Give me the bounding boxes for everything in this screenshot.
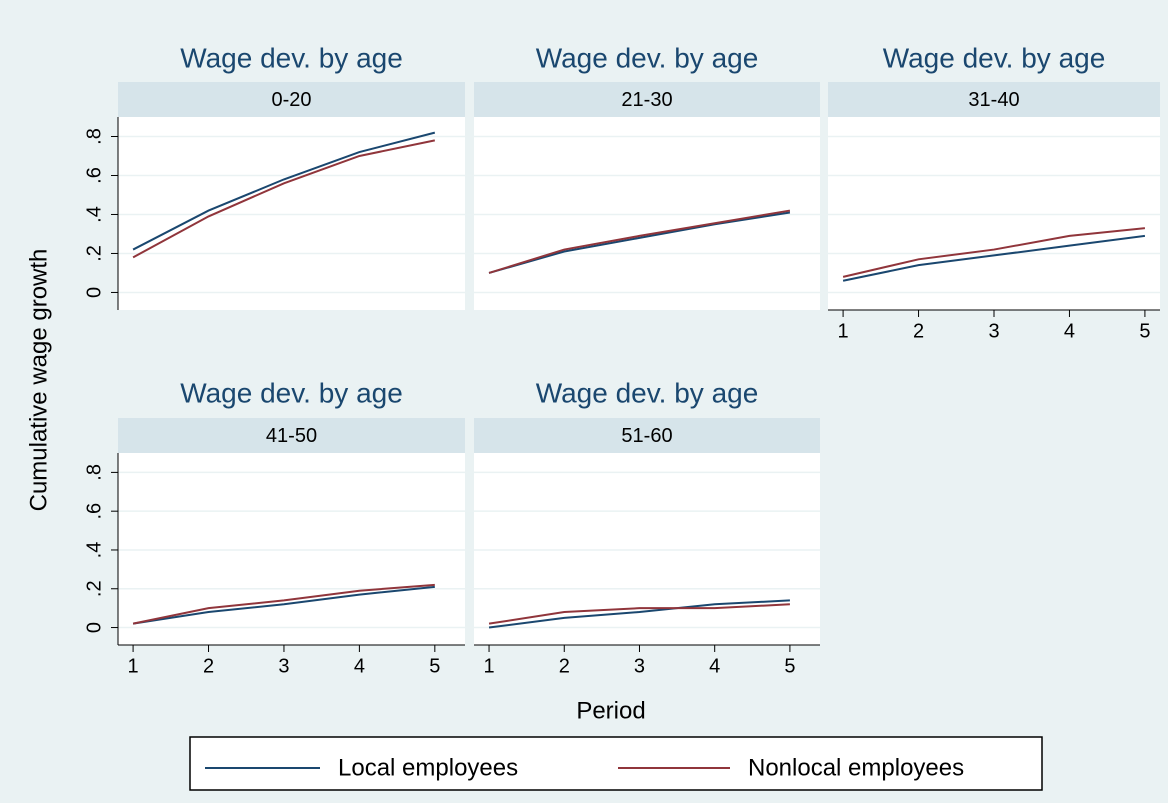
x-tick-label: 5: [1139, 320, 1150, 342]
y-tick-label: .2: [83, 580, 105, 597]
series-line: [488, 603, 790, 625]
x-tick-label: 2: [559, 655, 570, 677]
plot-area: [118, 453, 465, 645]
series-line: [132, 585, 435, 625]
y-tick-label: .4: [83, 206, 105, 223]
plot-area: [118, 117, 465, 310]
plot-area: [828, 117, 1160, 310]
x-tick-label: 5: [784, 655, 795, 677]
plot-area: [474, 117, 820, 310]
x-tick-label: 1: [483, 655, 494, 677]
x-tick-label: 2: [913, 320, 924, 342]
x-tick-label: 5: [429, 655, 440, 677]
y-tick-label: .4: [83, 542, 105, 559]
x-tick-label: 3: [278, 655, 289, 677]
panel-subtitle: 41-50: [266, 425, 317, 447]
x-tick-label: 2: [203, 655, 214, 677]
legend-label: Nonlocal employees: [748, 754, 964, 781]
x-axis-label: Period: [576, 697, 645, 724]
panel-strip: [474, 82, 820, 117]
panel-subtitle: 0-20: [271, 89, 311, 111]
x-tick-label: 4: [354, 655, 365, 677]
panel-strip: [828, 82, 1160, 117]
series-line: [842, 234, 1146, 282]
panel-strip: [118, 418, 465, 453]
panel-subtitle: 21-30: [621, 89, 672, 111]
panel-title: Wage dev. by age: [180, 42, 403, 73]
y-tick-label: .2: [83, 245, 105, 262]
x-tick-label: 3: [988, 320, 999, 342]
series-line: [132, 583, 435, 625]
legend-label: Local employees: [338, 754, 518, 781]
y-tick-label: .8: [83, 128, 105, 145]
panel-strip: [118, 82, 465, 117]
panel-subtitle: 51-60: [621, 425, 672, 447]
series-line: [488, 209, 791, 274]
panel-title: Wage dev. by age: [536, 377, 759, 408]
x-tick-label: 1: [838, 320, 849, 342]
x-tick-label: 4: [1064, 320, 1075, 342]
y-axis-label: Cumulative wage growth: [25, 249, 52, 512]
y-tick-label: 0: [83, 287, 105, 298]
series-line: [132, 139, 436, 259]
legend: [189, 736, 1043, 791]
panel-title: Wage dev. by age: [180, 377, 403, 408]
y-tick-label: 0: [83, 622, 105, 633]
y-tick-label: .6: [83, 503, 105, 520]
y-tick-label: .8: [83, 464, 105, 481]
panel-title: Wage dev. by age: [536, 42, 759, 73]
x-tick-label: 4: [709, 655, 720, 677]
series-line: [488, 211, 791, 274]
panel-subtitle: 31-40: [968, 89, 1019, 111]
panel-title: Wage dev. by age: [883, 42, 1106, 73]
y-tick-label: .6: [83, 167, 105, 184]
panel-strip: [474, 418, 820, 453]
x-tick-label: 1: [128, 655, 139, 677]
series-line: [132, 131, 436, 251]
series-line: [842, 227, 1146, 278]
plot-area: [474, 453, 820, 645]
x-tick-label: 3: [634, 655, 645, 677]
series-line: [488, 599, 790, 629]
